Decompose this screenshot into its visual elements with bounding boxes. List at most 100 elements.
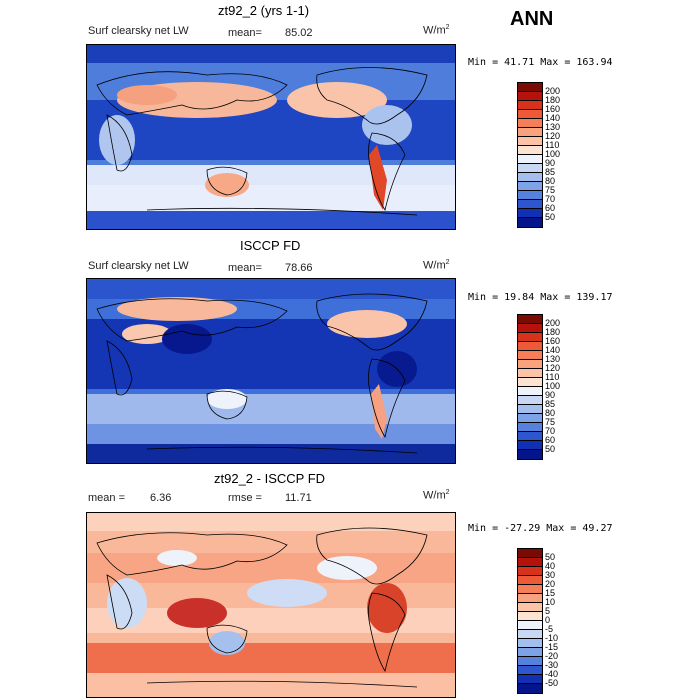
panel1-colorbar-swatch [518, 119, 542, 128]
panel2-colorbar-swatch [518, 441, 542, 450]
panel2-mean-label: mean= [228, 262, 262, 274]
colorbar-tick-label: 5 [545, 606, 551, 616]
colorbar-tick-label: 60 [545, 435, 556, 445]
colorbar-tick-label: 130 [545, 122, 561, 132]
panel1-colorbar-swatch [518, 209, 542, 218]
colorbar-tick-label: 90 [545, 158, 556, 168]
colorbar-tick-label: -5 [545, 624, 554, 634]
panel1-colorbar-swatch [518, 200, 542, 209]
colorbar-tick-label: 70 [545, 426, 556, 436]
colorbar-tick-label: 140 [545, 345, 561, 355]
colorbar-tick-label: 70 [545, 194, 556, 204]
panel1-mean-label: mean= [228, 27, 262, 39]
colorbar-tick-label: -20 [545, 651, 559, 661]
colorbar-tick-label: 80 [545, 176, 556, 186]
panel3-colorbar-swatch [518, 612, 542, 621]
colorbar-tick-label: 10 [545, 597, 556, 607]
panel3-colorbar-swatch [518, 666, 542, 675]
colorbar-tick-label: 40 [545, 561, 556, 571]
panel1-colorbar-swatch [518, 83, 542, 92]
panel3-colorbar-swatch [518, 657, 542, 666]
panel3-mean-label: mean = [88, 492, 125, 504]
panel3-colorbar-swatch [518, 639, 542, 648]
panel1-colorbar [517, 82, 543, 228]
colorbar-tick-label: 130 [545, 354, 561, 364]
colorbar-tick-label: 120 [545, 131, 561, 141]
panel2-colorbar-swatch [518, 423, 542, 432]
panel1-map [86, 44, 456, 230]
colorbar-tick-label: -30 [545, 660, 559, 670]
colorbar-tick-label: 200 [545, 86, 561, 96]
panel2-colorbar-swatch [518, 342, 542, 351]
colorbar-tick-label: 200 [545, 318, 561, 328]
panel1-colorbar-swatch [518, 191, 542, 200]
colorbar-tick-label: 110 [545, 140, 560, 150]
panel3-rmse-label: rmse = [228, 492, 262, 504]
panel1-colorbar-swatch [518, 137, 542, 146]
colorbar-tick-label: 80 [545, 408, 556, 418]
panel2-mean-value: 78.66 [285, 262, 313, 274]
panel1-colorbar-swatch [518, 182, 542, 191]
colorbar-tick-label: 50 [545, 444, 556, 454]
colorbar-tick-label: 160 [545, 104, 561, 114]
panel3-map-svg [87, 513, 455, 697]
colorbar-tick-label: 75 [545, 417, 556, 427]
colorbar-tick-label: 100 [545, 381, 561, 391]
panel3-colorbar-swatch [518, 576, 542, 585]
colorbar-tick-label: -15 [545, 642, 559, 652]
panel2-colorbar-swatch [518, 333, 542, 342]
andes-highlight [369, 145, 387, 210]
colorbar-tick-label: 180 [545, 327, 561, 337]
colorbar-tick-label: 50 [545, 552, 556, 562]
season-label: ANN [510, 8, 554, 30]
panel3-colorbar-swatch [518, 585, 542, 594]
colorbar-tick-label: -50 [545, 678, 559, 688]
colorbar-tick-label: 85 [545, 399, 556, 409]
colorbar-tick-label: 180 [545, 95, 561, 105]
panel1-mean-value: 85.02 [285, 27, 313, 39]
panel3-colorbar-swatch [518, 549, 542, 558]
colorbar-tick-label: 100 [545, 149, 561, 159]
panel2-title: ISCCP FD [240, 238, 301, 253]
panel1-colorbar-swatch [518, 146, 542, 155]
panel3-map [86, 512, 456, 698]
panel2-colorbar-swatch [518, 315, 542, 324]
panel3-mean-value: 6.36 [150, 492, 172, 504]
panel2-minmax: Min = 19.84 Max = 139.17 [468, 292, 613, 303]
panel2-colorbar-swatch [518, 414, 542, 423]
panel2-colorbar-swatch [518, 405, 542, 414]
panel1-colorbar-swatch [518, 92, 542, 101]
panel1-units: W/m2 [423, 24, 450, 37]
panel3-colorbar [517, 548, 543, 694]
panel3-colorbar-swatch [518, 675, 542, 684]
panel3-units: W/m2 [423, 489, 450, 502]
panel3-colorbar-swatch [518, 648, 542, 657]
panel1-coastlines [96, 67, 428, 216]
panel1-colorbar-swatch [518, 110, 542, 119]
panel2-colorbar-swatch [518, 324, 542, 333]
panel2-colorbar-swatch [518, 360, 542, 369]
colorbar-tick-label: 50 [545, 212, 556, 222]
panel2-map [86, 278, 456, 464]
panel3-title: zt92_2 - ISCCP FD [214, 471, 326, 486]
panel3-colorbar-swatch [518, 594, 542, 603]
panel3-colorbar-swatch [518, 684, 542, 693]
colorbar-tick-label: 160 [545, 336, 561, 346]
panel2-coastlines [96, 293, 428, 454]
panel1-variable-label: Surf clearsky net LW [88, 25, 189, 37]
colorbar-tick-label: 140 [545, 113, 561, 123]
panel2-colorbar-swatch [518, 351, 542, 360]
panel1-minmax: Min = 41.71 Max = 163.94 [468, 57, 613, 68]
colorbar-tick-label: 15 [545, 588, 556, 598]
panel3-colorbar-swatch [518, 567, 542, 576]
panel3-colorbar-swatch [518, 558, 542, 567]
colorbar-tick-label: 120 [545, 363, 561, 373]
panel3-rmse-value: 11.71 [285, 492, 312, 504]
panel2-colorbar-swatch [518, 369, 542, 378]
colorbar-tick-label: 90 [545, 390, 556, 400]
colorbar-tick-label: 20 [545, 579, 556, 589]
colorbar-tick-label: 75 [545, 185, 556, 195]
panel3-coastlines [96, 527, 428, 688]
panel2-units: W/m2 [423, 259, 450, 272]
colorbar-tick-label: 0 [545, 615, 551, 625]
